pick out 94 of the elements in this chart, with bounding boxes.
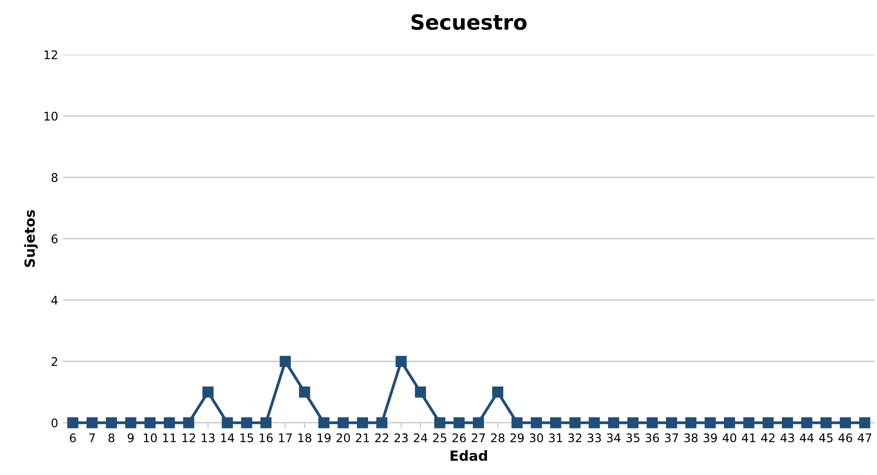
point [299, 386, 310, 398]
y-tick-label: 10 [44, 112, 58, 121]
x-tick-label: 35 [626, 433, 640, 442]
x-tick-label: 33 [588, 433, 601, 442]
x-tick-label: 17 [279, 434, 292, 442]
point [666, 417, 678, 428]
point [646, 417, 658, 428]
point [434, 417, 446, 428]
x-tick-label: 14 [221, 434, 234, 442]
x-tick-label: 12 [182, 433, 196, 442]
y-tick-label: 4 [51, 296, 58, 305]
point [164, 417, 175, 428]
x-tick-label: 41 [742, 434, 756, 442]
x-tick-label: 30 [530, 433, 544, 442]
point [588, 417, 600, 428]
x-tick-label: 11 [163, 434, 176, 442]
point [743, 417, 754, 428]
point [550, 417, 562, 428]
x-tick-label: 44 [800, 434, 814, 442]
x-tick-label: 45 [819, 434, 833, 442]
x-tick-label: 22 [375, 433, 388, 442]
x-tick-label: 39 [704, 433, 717, 442]
x-tick-label: 16 [260, 433, 273, 442]
y-tick-label: 6 [52, 234, 58, 244]
point [859, 417, 870, 428]
x-tick-label: 27 [472, 433, 485, 442]
point [454, 417, 465, 428]
x-tick-label: 43 [780, 433, 794, 442]
x-tick-label: 40 [722, 433, 736, 442]
x-tick-label: 26 [452, 433, 466, 442]
point [318, 417, 330, 428]
x-tick-label: 19 [318, 433, 331, 442]
point [106, 417, 117, 428]
y-tick-label: 2 [52, 357, 58, 366]
x-tick-label: 34 [607, 433, 620, 442]
point [396, 356, 407, 367]
point [241, 417, 252, 428]
x-tick-label: 23 [394, 433, 408, 442]
x-tick-label: 20 [336, 433, 350, 442]
x-tick-label: 13 [202, 433, 215, 442]
point [222, 417, 233, 428]
point [762, 417, 774, 428]
point [67, 417, 78, 428]
x-tick-label: 37 [664, 433, 678, 442]
x-tick-label: 46 [838, 433, 852, 442]
x-tick-label: 7 [89, 434, 95, 442]
point [511, 417, 523, 428]
x-tick-label: 28 [491, 433, 504, 442]
point [685, 417, 696, 428]
point [414, 386, 426, 398]
point [144, 417, 156, 428]
x-tick-label: 10 [144, 433, 157, 442]
y-tick-label: 12 [44, 50, 58, 60]
point [840, 417, 851, 428]
point [86, 417, 98, 428]
point [704, 417, 716, 428]
point [782, 417, 794, 428]
point [530, 417, 542, 428]
x-tick-label: 47 [858, 434, 872, 442]
point [608, 417, 620, 428]
x-tick-label: 29 [510, 433, 524, 442]
x-tick-label: 38 [684, 433, 698, 442]
y-tick-label: 0 [52, 418, 58, 428]
x-tick-label: 24 [414, 433, 428, 442]
point [260, 417, 272, 428]
point [280, 356, 291, 367]
point [569, 417, 581, 428]
point [183, 417, 194, 428]
point [724, 417, 736, 428]
chart-title: Secuestro [412, 14, 527, 30]
y-tick-label: 8 [52, 173, 58, 182]
point [356, 417, 368, 428]
point [801, 417, 812, 428]
x-tick-label: 21 [356, 433, 369, 442]
x-tick-label: 6 [70, 433, 76, 442]
point [202, 386, 214, 398]
point [338, 417, 349, 428]
x-tick-label: 42 [761, 433, 774, 442]
x-axis-title: Edad [450, 450, 487, 461]
x-tick-label: 32 [568, 433, 582, 442]
point [472, 417, 484, 428]
x-tick-label: 15 [240, 434, 254, 442]
x-tick-label: 18 [298, 433, 312, 442]
point [820, 417, 832, 428]
x-tick-label: 8 [108, 433, 114, 442]
x-tick-label: 36 [646, 433, 660, 442]
x-tick-label: 31 [549, 433, 562, 442]
x-tick-label: 25 [433, 433, 446, 442]
point [627, 417, 638, 428]
y-axis-title: Sujetos [24, 210, 38, 267]
point [376, 417, 388, 428]
x-tick-label: 9 [128, 433, 134, 442]
point [492, 386, 504, 398]
point [125, 417, 136, 428]
